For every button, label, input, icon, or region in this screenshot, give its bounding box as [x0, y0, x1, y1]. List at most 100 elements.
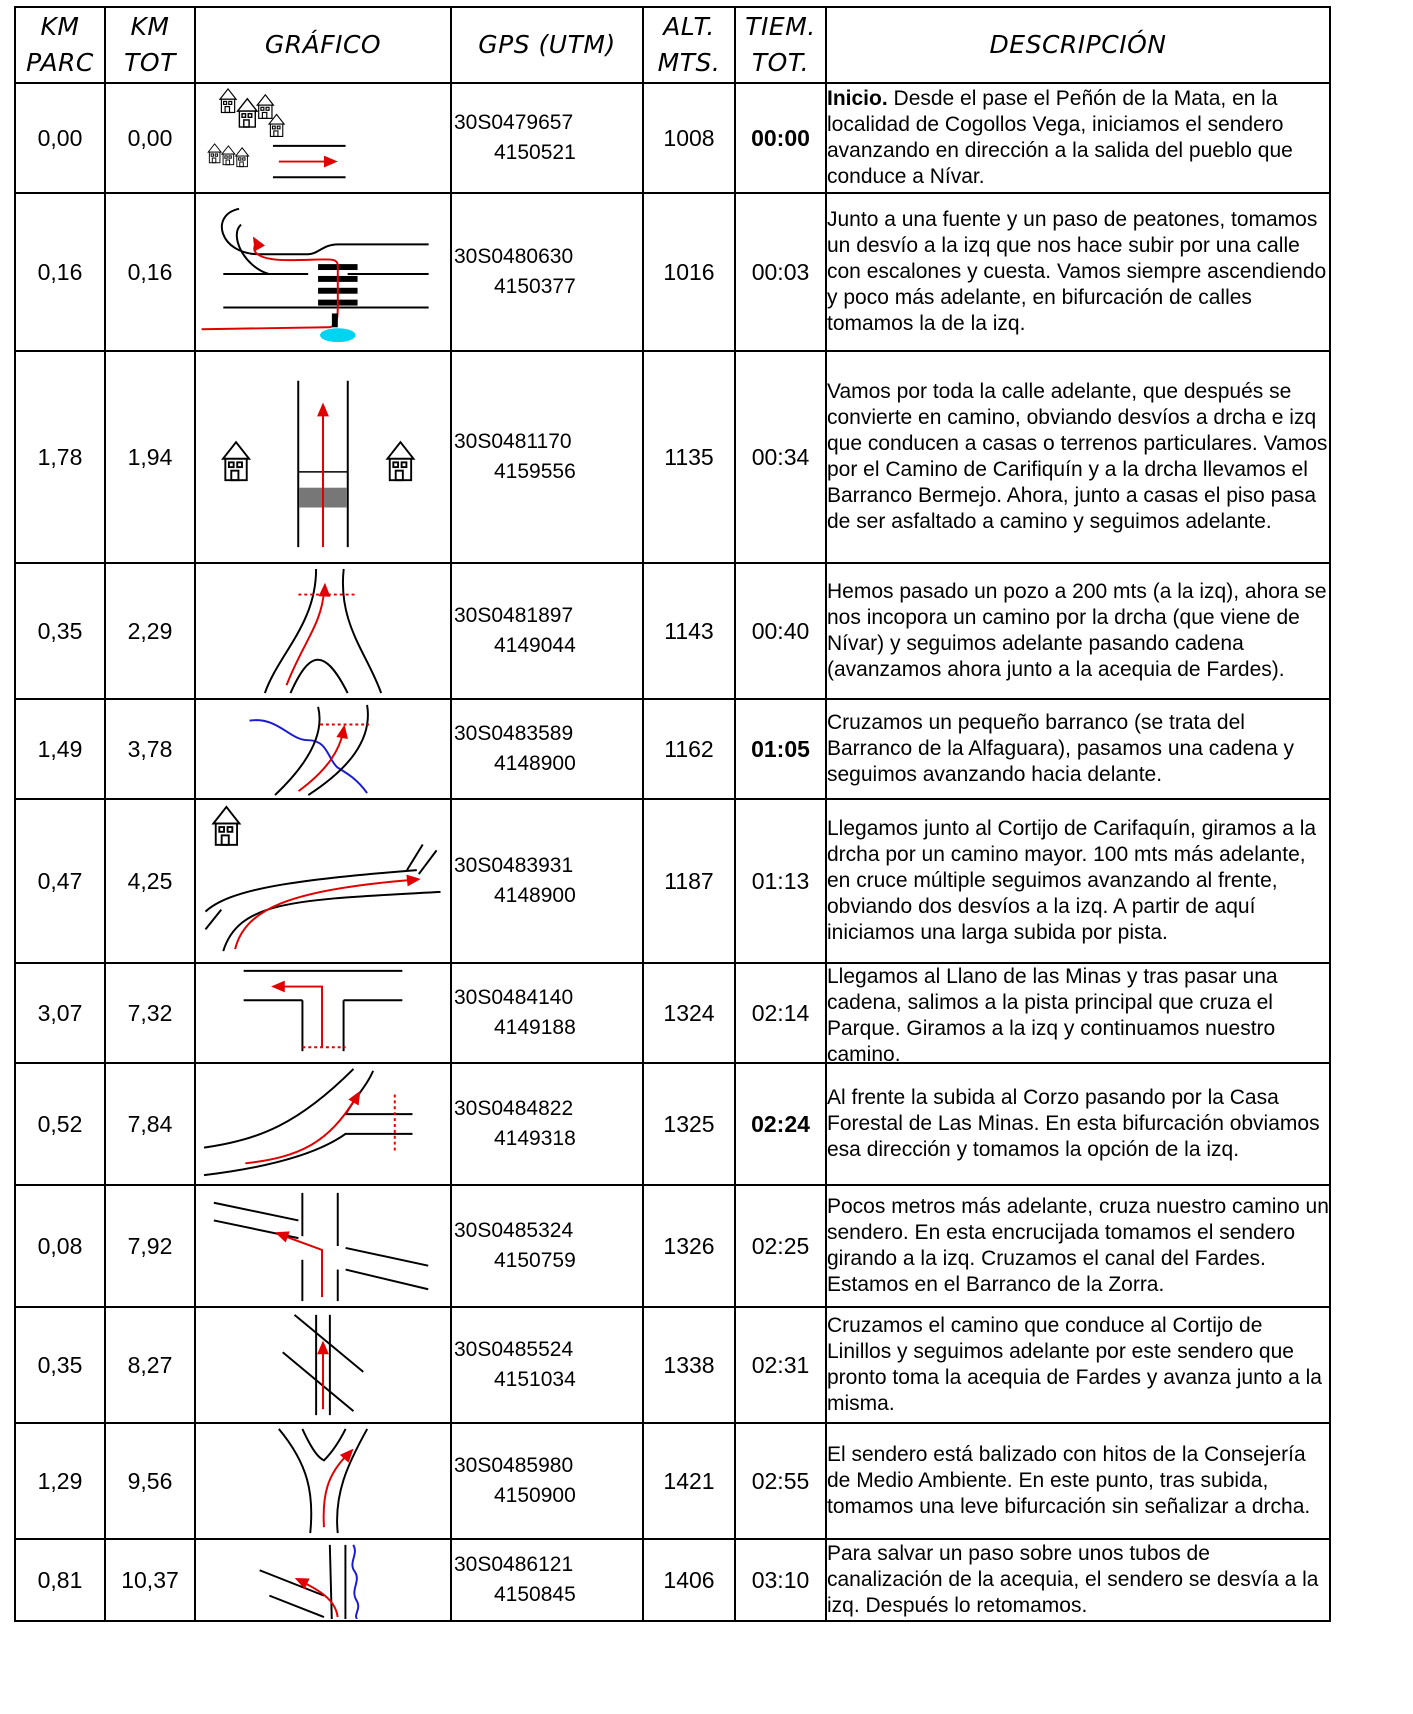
- gps-zone-easting: 30S0485980: [454, 1454, 574, 1477]
- header-grafico: GRÁFICO: [194, 6, 452, 84]
- altitude-cell: 1008: [642, 82, 736, 194]
- description-cell: Para salvar un paso sobre unos tubos de …: [825, 1538, 1331, 1622]
- route-table: KM PARC KM TOT GRÁFICO GPS (UTM) ALT. MTS. …: [14, 6, 1331, 1622]
- description-cell: Junto a una fuente y un paso de peatones…: [825, 192, 1331, 352]
- gps-northing: 4151034: [494, 1368, 576, 1391]
- gps-cell: 30S0485980 4150900: [450, 1422, 644, 1540]
- gps-cell: 30S0484822 4149318: [450, 1062, 644, 1186]
- gps-cell: 30S0486121 4150845: [450, 1538, 644, 1622]
- description-cell: Inicio. Desde el pase el Peñón de la Mat…: [825, 82, 1331, 194]
- time-cell: 00:03: [734, 192, 827, 352]
- graphic-cell: [194, 798, 452, 964]
- gps-northing: 4150759: [494, 1249, 576, 1272]
- description-cell: Llegamos al Llano de las Minas y tras pa…: [825, 962, 1331, 1064]
- description-text: Llegamos junto al Cortijo de Carifaquín,…: [827, 817, 1317, 944]
- header-gps: GPS (UTM): [450, 6, 644, 84]
- km-parc-cell: 0,16: [14, 192, 106, 352]
- time-cell: 02:25: [734, 1184, 827, 1308]
- gps-zone-easting: 30S0486121: [454, 1553, 574, 1576]
- table-row: 1,78 1,94 30S0481170 4159556 1135 00:34 Vamos…: [14, 350, 1331, 564]
- gps-zone-easting: 30S0483589: [454, 722, 574, 745]
- km-parc-cell: 0,52: [14, 1062, 106, 1186]
- detour-left-icon: [197, 1541, 449, 1619]
- altitude-cell: 1421: [642, 1422, 736, 1540]
- description-cell: Hemos pasado un pozo a 200 mts (a la izq…: [825, 562, 1331, 700]
- altitude-cell: 1325: [642, 1062, 736, 1186]
- description-text: El sendero está balizado con hitos de la…: [827, 1443, 1311, 1518]
- graphic-cell: [194, 962, 452, 1064]
- table-row: 0,08 7,92 30S0485324 4150759 1326 02:25 Pocos…: [14, 1184, 1331, 1308]
- header-row: KM PARC KM TOT GRÁFICO GPS (UTM) ALT. MTS. …: [14, 6, 1331, 84]
- gps-northing: 4149318: [494, 1127, 576, 1150]
- bifurcation-left-icon: [197, 1065, 449, 1183]
- village-arrow-icon: [197, 85, 449, 191]
- km-parc-cell: 1,49: [14, 698, 106, 800]
- description-cell: Llegamos junto al Cortijo de Carifaquín,…: [825, 798, 1331, 964]
- description-text: Desde el pase el Peñón de la Mata, en la…: [827, 87, 1293, 188]
- graphic-cell: [194, 698, 452, 800]
- table-row: 0,35 2,29 30S0481897 4149044 1143 00:40 Hemos…: [14, 562, 1331, 700]
- y-fork-right-icon: [197, 1425, 449, 1537]
- graphic-cell: [194, 1184, 452, 1308]
- description-text: Junto a una fuente y un paso de peatones…: [827, 208, 1327, 335]
- graphic-cell: [194, 350, 452, 564]
- description-text: Hemos pasado un pozo a 200 mts (a la izq…: [827, 580, 1327, 681]
- gps-northing: 4159556: [494, 460, 576, 483]
- gps-northing: 4148900: [494, 752, 576, 775]
- graphic-cell: [194, 1062, 452, 1186]
- altitude-cell: 1324: [642, 962, 736, 1064]
- header-descripcion: DESCRIPCIÓN: [825, 6, 1331, 84]
- km-parc-cell: 0,35: [14, 1306, 106, 1424]
- gps-cell: 30S0483589 4148900: [450, 698, 644, 800]
- km-tot-cell: 1,94: [104, 350, 196, 564]
- table-row: 0,35 8,27 30S0485524 4151034 1338 02:31 Cruza…: [14, 1306, 1331, 1424]
- altitude-cell: 1016: [642, 192, 736, 352]
- km-tot-cell: 10,37: [104, 1538, 196, 1622]
- gps-northing: 4149188: [494, 1016, 576, 1039]
- km-tot-cell: 2,29: [104, 562, 196, 700]
- km-parc-cell: 0,35: [14, 562, 106, 700]
- graphic-cell: [194, 1422, 452, 1540]
- description-text: Cruzamos un pequeño barranco (se trata d…: [827, 711, 1294, 786]
- graphic-cell: [194, 82, 452, 194]
- table-row: 0,16 0,16 30S0480630 4150377 1016 00:03 Junto…: [14, 192, 1331, 352]
- km-parc-cell: 1,29: [14, 1422, 106, 1540]
- graphic-cell: [194, 1538, 452, 1622]
- gps-northing: 4150377: [494, 275, 576, 298]
- km-tot-cell: 9,56: [104, 1422, 196, 1540]
- table-row: 0,47 4,25 30S0483931 4148900 1187 01:13 Llega…: [14, 798, 1331, 964]
- description-cell: El sendero está balizado con hitos de la…: [825, 1422, 1331, 1540]
- table-row: 3,07 7,32 30S0484140 4149188 1324 02:14 Llega…: [14, 962, 1331, 1064]
- description-cell: Al frente la subida al Corzo pasando por…: [825, 1062, 1331, 1186]
- t-junction-left-icon: [197, 965, 449, 1061]
- graphic-cell: [194, 562, 452, 700]
- gps-zone-easting: 30S0480630: [454, 245, 574, 268]
- km-parc-cell: 0,81: [14, 1538, 106, 1622]
- gps-northing: 4149044: [494, 634, 576, 657]
- km-tot-cell: 3,78: [104, 698, 196, 800]
- time-cell: 00:40: [734, 562, 827, 700]
- gps-northing: 4150845: [494, 1583, 576, 1606]
- km-tot-cell: 7,92: [104, 1184, 196, 1308]
- table-row: 0,52 7,84 30S0484822 4149318 1325 02:24 Al fr…: [14, 1062, 1331, 1186]
- table-row: 0,00 0,00 30S0479657 4150521 1008 00:00 Inici…: [14, 82, 1331, 194]
- description-text: Para salvar un paso sobre unos tubos de …: [827, 1542, 1319, 1617]
- km-parc-cell: 1,78: [14, 350, 106, 564]
- km-tot-cell: 0,16: [104, 192, 196, 352]
- gps-northing: 4148900: [494, 884, 576, 907]
- km-parc-cell: 3,07: [14, 962, 106, 1064]
- time-cell: 01:05: [734, 698, 827, 800]
- table-row: 1,49 3,78 30S0483589 4148900 1162 01:05 Cruza…: [14, 698, 1331, 800]
- gps-cell: 30S0481897 4149044: [450, 562, 644, 700]
- km-parc-cell: 0,08: [14, 1184, 106, 1308]
- time-cell: 01:13: [734, 798, 827, 964]
- time-cell: 03:10: [734, 1538, 827, 1622]
- altitude-cell: 1326: [642, 1184, 736, 1308]
- gps-cell: 30S0480630 4150377: [450, 192, 644, 352]
- stream-crossing-icon: [197, 701, 449, 797]
- gps-zone-easting: 30S0485524: [454, 1338, 574, 1361]
- gps-cell: 30S0479657 4150521: [450, 82, 644, 194]
- gps-zone-easting: 30S0481170: [454, 430, 572, 453]
- crosswalk-turn-icon: [197, 195, 449, 349]
- description-text: Llegamos al Llano de las Minas y tras pa…: [827, 965, 1278, 1062]
